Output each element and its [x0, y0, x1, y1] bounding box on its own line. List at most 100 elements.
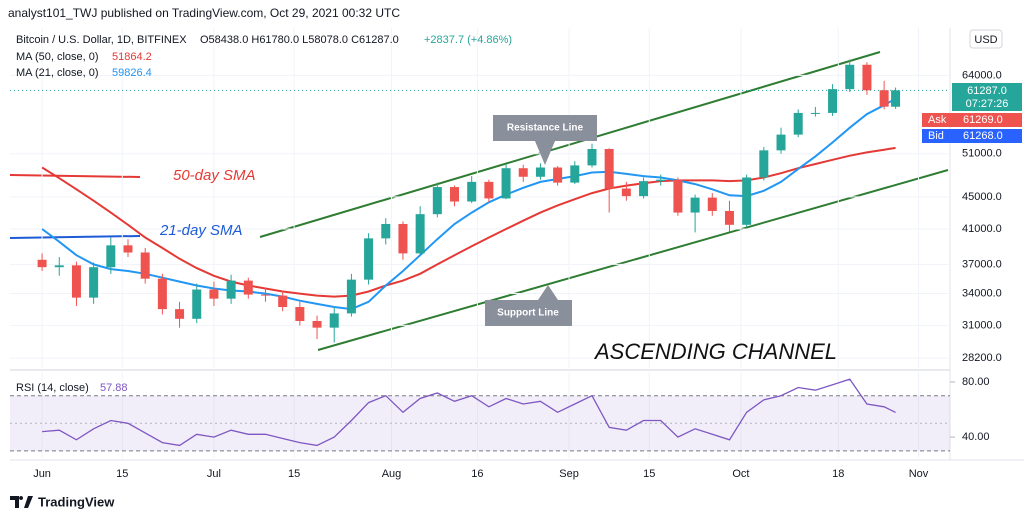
x-tick-label: Aug [382, 468, 402, 480]
x-tick-label: 16 [471, 468, 483, 480]
x-tick-label: Nov [909, 468, 929, 480]
currency-badge [969, 29, 1003, 49]
candle-body [123, 245, 133, 253]
callout-text: Support Line [497, 308, 559, 319]
y-tick-label: 64000.0 [962, 69, 1002, 81]
y-tick-label: 41000.0 [962, 223, 1002, 235]
ma-line [41, 97, 897, 311]
resistance-line [259, 51, 881, 238]
candle-body [707, 197, 717, 211]
candle-body [621, 188, 631, 197]
brand: TradingView [38, 494, 115, 509]
x-tick-label: Sep [559, 468, 579, 480]
candle-body [535, 167, 545, 177]
bid-label: Bid [928, 130, 944, 142]
candle-body [140, 252, 150, 279]
candle-body [724, 210, 734, 225]
candle-body [604, 149, 614, 189]
candle-body [501, 168, 511, 199]
annotation: ASCENDING CHANNEL [593, 339, 837, 364]
x-tick-label: 15 [116, 468, 128, 480]
legend-change: +2837.7 (+4.86%) [424, 34, 512, 46]
candle-body [243, 280, 253, 295]
x-tick-label: Jul [207, 468, 221, 480]
bid-price: 61268.0 [963, 130, 1003, 142]
candle-body [518, 168, 528, 177]
candle-body [810, 112, 820, 114]
y-tick-label: 34000.0 [962, 287, 1002, 299]
candle-body [587, 149, 597, 166]
y-tick-label: 31000.0 [962, 319, 1002, 331]
candle-body [157, 278, 167, 310]
y-tick-label: 51000.0 [962, 148, 1002, 160]
candle-body [71, 265, 81, 298]
candle-body [690, 197, 700, 213]
legend-entry: MA (50, close, 0) [16, 51, 99, 63]
callout-text: Resistance Line [507, 123, 584, 134]
candle-body [175, 309, 185, 319]
candle-body [295, 307, 305, 321]
candle-body [329, 313, 339, 328]
candle-body [639, 181, 649, 197]
legend-title: Bitcoin / U.S. Dollar, 1D, BITFINEX [16, 34, 187, 46]
candle-body [656, 179, 666, 182]
ma-line [41, 146, 896, 298]
legend-value: 51864.2 [112, 51, 152, 63]
publisher: analyst101_TWJ published on TradingView.… [8, 6, 400, 20]
candle-body [346, 279, 356, 314]
candle-body [89, 267, 99, 298]
ask-label: Ask [928, 114, 947, 126]
candle-body [553, 167, 563, 183]
currency: USD [974, 34, 997, 46]
rsi-line [42, 378, 896, 447]
candle-body [862, 64, 872, 91]
logo [10, 496, 33, 508]
x-tick-label: 15 [643, 468, 655, 480]
candle-body [793, 112, 803, 135]
candle-body [364, 238, 374, 280]
candle-body [312, 320, 322, 328]
last-price: 61287.0 [967, 85, 1007, 97]
candle-body [891, 90, 901, 107]
annotation: 50-day SMA [173, 167, 256, 184]
ask-price: 61269.0 [963, 114, 1003, 126]
candle-body [450, 187, 460, 202]
annotation: 21-day SMA [159, 222, 243, 239]
legend-entry: MA (21, close, 0) [16, 67, 99, 79]
countdown: 07:27:26 [966, 98, 1009, 110]
candle-body [432, 187, 442, 215]
candle-body [828, 89, 838, 113]
candle-body [742, 177, 752, 225]
ask-box [922, 113, 1022, 127]
callout-box [493, 115, 597, 165]
x-tick-label: 18 [832, 468, 844, 480]
candle-body [467, 181, 477, 202]
candle-body [398, 223, 408, 254]
candle-body [209, 289, 219, 299]
candle-body [381, 223, 391, 239]
candle-body [192, 289, 202, 319]
x-tick-label: 15 [288, 468, 300, 480]
candle-body [260, 294, 270, 296]
support-line [317, 169, 949, 351]
legend-value: 59826.4 [112, 67, 152, 79]
bid-box [922, 129, 1022, 143]
candle-body [106, 245, 116, 268]
candle-body [845, 64, 855, 90]
x-tick-label: Jun [33, 468, 51, 480]
y-tick-label: 40.00 [962, 431, 990, 443]
callout-box [485, 285, 572, 326]
candle-body [54, 265, 64, 268]
y-tick-label: 28200.0 [962, 352, 1002, 364]
candle-body [278, 295, 288, 308]
y-tick-label: 37000.0 [962, 258, 1002, 270]
candle-body [226, 280, 236, 299]
legend-ohlc: O58438.0 H61780.0 L58078.0 C61287.0 [200, 34, 399, 46]
y-tick-label: 80.00 [962, 376, 990, 388]
candle-body [37, 259, 47, 268]
legend-value: 57.88 [100, 382, 128, 394]
candle-body [484, 181, 494, 199]
candle-body [759, 150, 769, 178]
sma50-marker [9, 174, 141, 178]
